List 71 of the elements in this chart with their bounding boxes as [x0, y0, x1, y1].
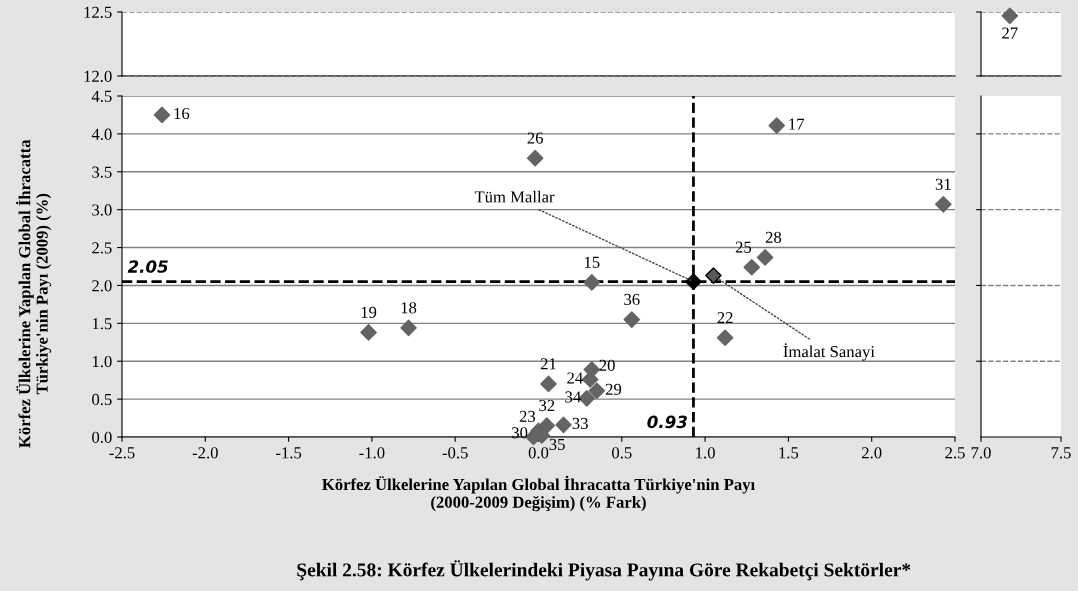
annotation: 24 — [567, 372, 583, 384]
x-tick-label: 2.5 — [945, 447, 965, 459]
y-tick-label: 2.0 — [92, 280, 112, 292]
annotation: 31 — [935, 178, 951, 190]
y-tick-label: 0.0 — [92, 431, 112, 444]
point — [526, 149, 544, 167]
point — [555, 416, 572, 434]
point — [588, 382, 606, 400]
y-tick-label: 3.5 — [92, 166, 112, 178]
x-tick-label: -1.5 — [276, 447, 302, 459]
x-tick-label: -2.0 — [192, 447, 218, 459]
point — [581, 371, 599, 388]
annotation: 18 — [401, 302, 417, 314]
point — [583, 274, 601, 291]
point — [705, 267, 722, 284]
text: Şekil 2.58: Körfez Ülkelerindeki Piyasa Payına Göre Rekabetçi Sektörler* — [297, 560, 911, 581]
y-tick-label: 0.5 — [92, 393, 112, 406]
point — [685, 273, 702, 290]
y-axis-title: Körfez Ülkelerine Yapılan Global İhracatta Türkiye'nin Payı (2009) (%) — [15, 139, 52, 448]
annotation: 29 — [605, 383, 622, 395]
y-tick-label: 12.5 — [84, 6, 112, 19]
x-tick-label: 7.5 — [1051, 447, 1071, 459]
x-tick-label: 1.5 — [779, 447, 799, 459]
point — [743, 258, 761, 276]
x-tick-label: 0.5 — [612, 447, 632, 459]
point — [360, 324, 377, 341]
x-tick-label: -1.0 — [359, 447, 385, 459]
point — [153, 106, 171, 124]
annotation: 34 — [565, 391, 581, 403]
annotation: 20 — [599, 359, 615, 371]
annotation: 33 — [572, 417, 588, 430]
y-tick-label: 3.0 — [92, 204, 112, 216]
x-tick-label: 0.0 — [528, 447, 549, 459]
y-tick-label: 4.0 — [91, 128, 112, 140]
point — [540, 375, 557, 393]
y-tick-label: 1.5 — [92, 318, 112, 330]
point — [716, 329, 734, 347]
annotation: İmalat Sanayi — [783, 343, 875, 361]
x-tick-label: 1.0 — [696, 447, 715, 459]
annotation: 19 — [361, 306, 377, 318]
annotation: 32 — [539, 399, 555, 412]
x-tick-label: -2.5 — [109, 447, 135, 459]
point — [768, 117, 786, 134]
y-tick-label: 1.0 — [92, 355, 112, 368]
y-tick-label: 4.5 — [91, 90, 112, 103]
x-tick-label: 7.0 — [971, 447, 991, 459]
x-tick-label: 2.0 — [862, 447, 882, 459]
annotation: 15 — [584, 256, 600, 268]
annotation: Tüm Mallar — [474, 190, 555, 203]
annotation: 23 — [519, 410, 536, 422]
ref-line-label: 0.93 — [647, 415, 687, 429]
annotation: 22 — [717, 312, 733, 324]
x-tick-label: -0.5 — [442, 447, 468, 459]
annotation: 17 — [789, 118, 805, 130]
point — [400, 319, 417, 337]
annotation: 35 — [549, 438, 565, 450]
y-tick-label: 12.0 — [84, 70, 112, 83]
point — [623, 311, 641, 328]
annotation: 21 — [540, 358, 556, 370]
annotation: 36 — [624, 293, 640, 306]
annotation: 25 — [735, 241, 752, 253]
x-axis-title: Körfez Ülkelerine Yapılan Global İhracatta Türkiye'nin Payı (2000-2009 Değişim) (% Fark) — [322, 475, 755, 512]
annotation: 16 — [174, 107, 190, 120]
y-tick-label: 2.5 — [92, 242, 112, 254]
ref-line-label: 2.05 — [127, 260, 168, 273]
point — [756, 249, 774, 266]
point — [935, 196, 952, 213]
annotation: 27 — [1002, 27, 1018, 39]
annotation: 28 — [765, 231, 782, 243]
annotation: 30 — [512, 427, 528, 439]
annotation: 26 — [527, 132, 543, 144]
